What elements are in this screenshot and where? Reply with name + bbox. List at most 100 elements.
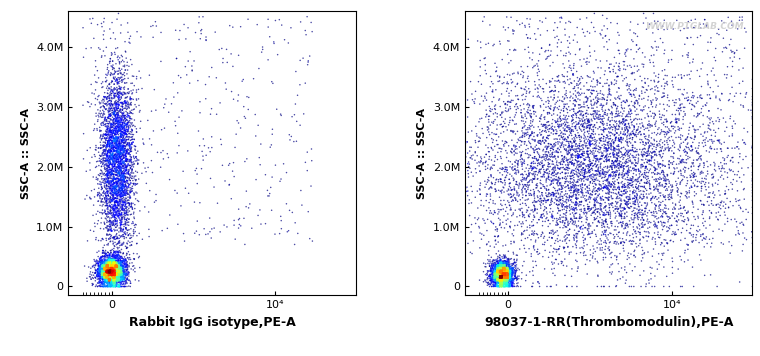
Point: [494, 267, 506, 272]
Point: [493, 38, 505, 44]
Point: [115, 220, 127, 225]
Point: [501, 14, 513, 20]
Point: [107, 138, 119, 144]
Point: [106, 272, 119, 278]
Point: [627, 142, 639, 148]
Point: [495, 268, 507, 274]
Point: [638, 107, 650, 112]
Point: [101, 166, 113, 172]
Point: [107, 263, 119, 269]
Point: [596, 170, 608, 176]
Point: [98, 259, 110, 265]
Point: [619, 76, 631, 82]
Point: [505, 146, 518, 152]
Point: [546, 235, 558, 241]
Point: [112, 127, 125, 133]
Point: [497, 272, 509, 278]
Point: [593, 241, 605, 247]
Point: [118, 91, 130, 97]
Point: [545, 199, 557, 205]
Point: [695, 33, 707, 38]
Point: [492, 267, 504, 273]
Point: [623, 103, 635, 108]
Point: [632, 177, 644, 182]
Point: [653, 195, 665, 201]
Point: [559, 238, 571, 244]
Point: [492, 79, 504, 84]
Point: [499, 264, 511, 270]
Point: [628, 91, 640, 97]
Point: [94, 134, 106, 140]
Point: [592, 193, 604, 199]
Point: [112, 201, 124, 207]
Point: [619, 114, 632, 120]
Point: [635, 217, 647, 223]
Point: [97, 162, 109, 167]
Point: [103, 159, 115, 165]
Point: [97, 264, 109, 269]
Point: [502, 277, 514, 282]
Point: [630, 85, 642, 91]
Point: [131, 156, 143, 161]
Point: [116, 170, 128, 176]
Point: [106, 235, 119, 240]
Point: [467, 152, 479, 158]
Point: [591, 198, 603, 204]
Point: [107, 281, 119, 287]
Point: [237, 77, 249, 82]
Point: [560, 90, 572, 96]
Y-axis label: SSC-A :: SSC-A: SSC-A :: SSC-A: [417, 108, 427, 199]
Point: [113, 209, 125, 215]
Point: [119, 257, 131, 262]
Point: [103, 269, 115, 275]
Point: [496, 284, 508, 289]
Point: [710, 210, 722, 216]
Point: [128, 73, 140, 79]
Point: [459, 124, 471, 130]
Point: [103, 253, 116, 258]
Point: [495, 282, 507, 288]
Point: [590, 159, 602, 164]
Point: [572, 159, 584, 164]
Point: [109, 137, 121, 142]
Point: [255, 49, 268, 55]
Point: [560, 200, 572, 206]
Point: [550, 174, 562, 179]
Point: [110, 160, 122, 166]
Point: [489, 267, 502, 273]
Point: [490, 271, 502, 277]
Point: [500, 268, 512, 274]
Point: [607, 154, 619, 160]
Point: [111, 211, 123, 217]
Point: [101, 127, 113, 132]
Point: [100, 261, 112, 267]
Point: [112, 145, 125, 150]
Point: [99, 276, 111, 282]
Point: [108, 263, 120, 269]
Point: [106, 204, 119, 210]
Point: [520, 84, 532, 90]
Point: [116, 174, 128, 179]
Point: [500, 272, 512, 277]
Point: [104, 113, 116, 119]
Point: [609, 163, 621, 168]
Point: [508, 186, 520, 192]
Point: [113, 161, 125, 167]
Point: [107, 268, 119, 274]
Point: [112, 80, 124, 85]
Point: [111, 118, 123, 124]
Point: [498, 268, 510, 274]
Point: [112, 178, 125, 184]
Point: [97, 270, 109, 276]
Point: [109, 255, 122, 260]
Point: [501, 273, 513, 278]
Point: [603, 158, 616, 164]
Point: [109, 171, 121, 177]
Point: [648, 141, 660, 147]
Point: [106, 178, 119, 183]
Point: [505, 282, 518, 288]
Point: [502, 271, 514, 277]
Point: [100, 135, 112, 141]
Point: [586, 192, 598, 198]
Point: [572, 115, 584, 121]
